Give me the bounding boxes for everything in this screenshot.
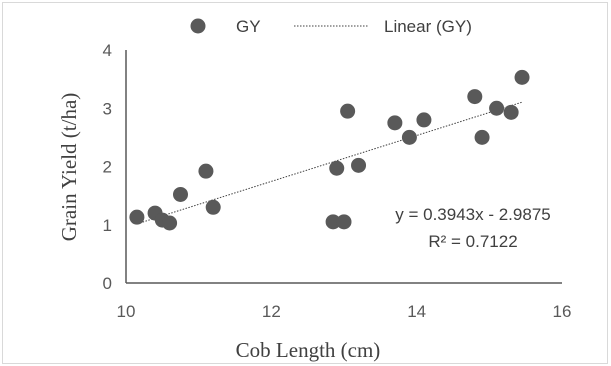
data-point: [129, 209, 145, 225]
x-tick-label: 10: [117, 302, 136, 321]
data-point: [329, 160, 345, 176]
data-point: [387, 115, 403, 131]
x-tick-label: 14: [407, 302, 426, 321]
x-tick-labels: 10 12 14 16: [117, 302, 572, 321]
data-point: [474, 129, 490, 145]
x-tick-label: 16: [553, 302, 572, 321]
y-tick-label: 1: [103, 216, 112, 235]
y-tick-label: 3: [103, 99, 112, 118]
legend-marker-gy: [190, 18, 206, 34]
data-point: [340, 103, 356, 119]
data-point: [162, 215, 178, 231]
r-squared: R² = 0.7122: [428, 232, 517, 251]
y-tick-label: 4: [103, 41, 112, 60]
legend-label-trendline: Linear (GY): [384, 17, 472, 36]
legend: GY Linear (GY): [190, 17, 472, 36]
data-point: [401, 129, 417, 145]
trendline: [136, 101, 523, 225]
x-axis-title: Cob Length (cm): [236, 338, 381, 362]
x-tick-label: 12: [262, 302, 281, 321]
data-point: [325, 214, 341, 230]
data-point: [198, 163, 214, 179]
data-point: [416, 112, 432, 128]
y-tick-labels: 0 1 2 3 4: [103, 41, 112, 293]
data-points: [129, 69, 530, 231]
data-point: [336, 214, 352, 230]
regression-equation: y = 0.3943x - 2.9875: [395, 205, 550, 224]
y-tick-label: 2: [103, 158, 112, 177]
y-tick-label: 0: [103, 274, 112, 293]
legend-label-gy: GY: [236, 17, 261, 36]
data-point: [489, 100, 505, 116]
data-point: [173, 186, 188, 202]
data-point: [205, 199, 221, 215]
data-point: [514, 69, 530, 85]
data-point: [503, 104, 519, 120]
y-axis-title: Grain Yield (t/ha): [57, 93, 81, 242]
data-point: [467, 89, 483, 105]
data-point: [351, 157, 367, 173]
